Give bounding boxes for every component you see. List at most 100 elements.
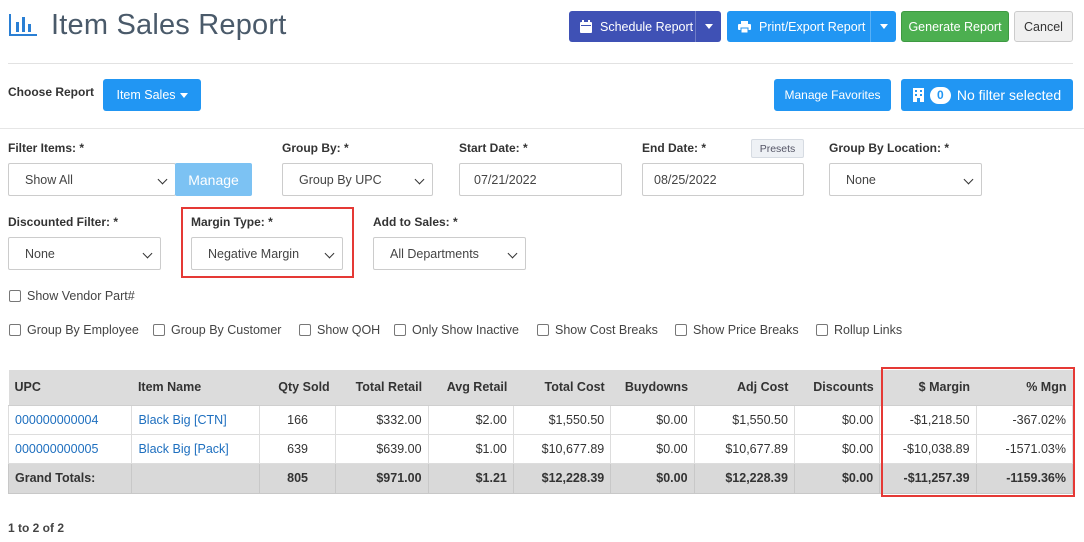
table-cell: -$10,038.89 [879, 433, 977, 464]
table-cell: $971.00 [335, 462, 429, 494]
show-qoh-checkbox[interactable]: Show QOH [299, 323, 380, 337]
table-cell: $0.00 [793, 433, 881, 464]
checkbox-box[interactable] [537, 324, 549, 336]
table-cell: $12,228.39 [512, 462, 612, 494]
manage-favorites-button[interactable]: Manage Favorites [774, 79, 891, 111]
margin-type-highlight [181, 207, 354, 278]
pagination-status: 1 to 2 of 2 [8, 521, 65, 535]
chevron-down-icon [414, 174, 425, 185]
column-header[interactable]: Adj Cost [694, 370, 795, 406]
column-header[interactable]: $ Margin [879, 370, 977, 406]
group-by-customer-label: Group By Customer [171, 323, 282, 337]
filter-items-select[interactable]: Show All [8, 163, 176, 196]
generate-report-button[interactable]: Generate Report [901, 11, 1009, 42]
show-vendor-part-checkbox[interactable]: Show Vendor Part# [9, 289, 135, 303]
group-by-location-select[interactable]: None [829, 163, 982, 196]
checkbox-box[interactable] [299, 324, 311, 336]
table-cell: 805 [258, 462, 337, 494]
column-header[interactable]: Buydowns [610, 370, 695, 406]
filter-status-button[interactable]: 0 No filter selected [901, 79, 1073, 111]
group-by-select[interactable]: Group By UPC [282, 163, 433, 196]
choose-report-label: Choose Report [8, 85, 95, 99]
caret-down-icon [704, 24, 713, 29]
item-name-link[interactable]: Black Big [Pack] [138, 441, 229, 456]
group-by-location-label: Group By Location: * [829, 141, 949, 155]
upc-link[interactable]: 000000000005 [15, 441, 99, 456]
print-export-button[interactable]: Print/Export Report [727, 11, 896, 42]
table-cell: $1,550.50 [512, 404, 612, 435]
column-header[interactable]: % Mgn [976, 370, 1073, 406]
column-header[interactable]: UPC [8, 370, 132, 406]
table-header-row: UPC Item Name Qty Sold Total Retail Avg … [8, 370, 1073, 406]
discounted-filter-value: None [25, 246, 55, 261]
column-header[interactable]: Item Name [131, 370, 260, 406]
report-type-dropdown[interactable]: Item Sales [103, 79, 201, 111]
group-by-employee-checkbox[interactable]: Group By Employee [9, 323, 139, 337]
show-price-breaks-label: Show Price Breaks [693, 323, 799, 337]
schedule-report-button[interactable]: Schedule Report [569, 11, 721, 42]
upc-link[interactable]: 000000000004 [15, 412, 99, 427]
manage-filter-button[interactable]: Manage [175, 163, 252, 196]
upc-cell: 000000000005 [7, 433, 133, 464]
filter-items-value: Show All [25, 172, 73, 187]
checkbox-box[interactable] [153, 324, 165, 336]
show-cost-breaks-checkbox[interactable]: Show Cost Breaks [537, 323, 658, 337]
caret-down-icon [179, 92, 188, 98]
checkbox-box[interactable] [816, 324, 828, 336]
sales-table: UPC Item Name Qty Sold Total Retail Avg … [7, 370, 1074, 494]
report-type-label: Item Sales [116, 88, 176, 102]
upc-cell: 000000000004 [7, 404, 133, 435]
only-show-inactive-label: Only Show Inactive [412, 323, 519, 337]
caret-down-icon [879, 24, 888, 29]
schedule-dropdown-toggle[interactable] [695, 11, 721, 42]
page-title: Item Sales Report [51, 9, 287, 41]
show-price-breaks-checkbox[interactable]: Show Price Breaks [675, 323, 799, 337]
table-cell: $0.00 [610, 433, 695, 464]
print-dropdown-toggle[interactable] [870, 11, 896, 42]
checkbox-box[interactable] [675, 324, 687, 336]
column-header[interactable]: Qty Sold [259, 370, 336, 406]
table-cell: $10,677.89 [693, 433, 795, 464]
item-name-link[interactable]: Black Big [CTN] [138, 412, 227, 427]
checkbox-box[interactable] [9, 290, 21, 302]
column-header[interactable]: Discounts [794, 370, 880, 406]
group-by-label: Group By: * [282, 141, 349, 155]
checkbox-box[interactable] [394, 324, 406, 336]
bar-chart-icon [9, 14, 37, 36]
checkbox-box[interactable] [9, 324, 21, 336]
column-header[interactable]: Total Retail [335, 370, 429, 406]
filter-status-label: No filter selected [956, 87, 1062, 103]
table-cell: $10,677.89 [512, 433, 612, 464]
table-cell: $639.00 [335, 433, 429, 464]
group-by-customer-checkbox[interactable]: Group By Customer [153, 323, 281, 337]
filter-items-label: Filter Items: * [8, 141, 85, 155]
divider [8, 63, 1073, 64]
chevron-down-icon [157, 174, 168, 185]
rollup-links-checkbox[interactable]: Rollup Links [816, 323, 902, 337]
cancel-button[interactable]: Cancel [1014, 11, 1073, 42]
end-date-input[interactable]: 08/25/2022 [642, 163, 804, 196]
start-date-input[interactable]: 07/21/2022 [459, 163, 622, 196]
schedule-report-label: Schedule Report [600, 19, 694, 34]
date-presets-button[interactable]: Presets [751, 139, 804, 158]
column-header[interactable]: Avg Retail [428, 370, 514, 406]
table-cell [131, 462, 260, 494]
filter-count-badge: 0 [929, 86, 951, 104]
discounted-filter-select[interactable]: None [8, 237, 161, 270]
only-show-inactive-checkbox[interactable]: Only Show Inactive [394, 323, 519, 337]
table-cell: $0.00 [610, 462, 695, 494]
margin-type-select[interactable]: Negative Margin [191, 237, 343, 270]
divider [0, 128, 1084, 129]
show-vendor-part-label: Show Vendor Part# [27, 289, 135, 303]
table-cell: -1159.36% [975, 462, 1074, 494]
add-to-sales-label: Add to Sales: * [373, 215, 458, 229]
add-to-sales-select[interactable]: All Departments [373, 237, 526, 270]
calendar-icon [580, 20, 592, 33]
start-date-label: Start Date: * [459, 141, 528, 155]
column-header[interactable]: Total Cost [513, 370, 611, 406]
print-icon [738, 20, 751, 33]
add-to-sales-value: All Departments [390, 246, 479, 261]
table-cell: $2.00 [427, 404, 514, 435]
table-cell: $1,550.50 [693, 404, 795, 435]
group-by-location-value: None [846, 172, 876, 187]
